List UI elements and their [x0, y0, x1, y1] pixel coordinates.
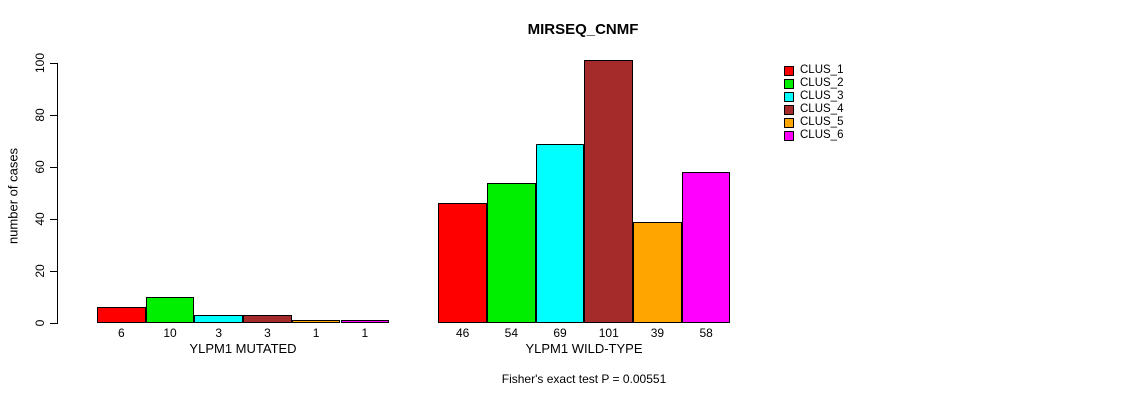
bar-clus_3 [194, 315, 244, 323]
y-axis-tick-label: 0 [33, 319, 47, 327]
y-axis-tick [50, 219, 57, 220]
legend-swatch-icon [784, 91, 794, 102]
bar-value-label: 3 [215, 326, 223, 340]
bar-clus_6 [340, 320, 390, 323]
y-axis-tick-label: 40 [33, 212, 47, 226]
bar-clus_2 [145, 297, 195, 323]
legend: CLUS_1 CLUS_2 CLUS_3 CLUS_4 CLUS_5 CLUS_6 [784, 64, 843, 142]
legend-label: CLUS_2 [800, 77, 844, 89]
bar-value-label: 101 [598, 326, 619, 340]
legend-swatch-icon [784, 78, 794, 89]
chart-title: MIRSEQ_CNMF [527, 21, 639, 38]
legend-item-clus_1: CLUS_1 [784, 64, 843, 77]
legend-swatch-icon [784, 104, 794, 115]
y-axis-tick [50, 271, 57, 272]
bar-value-label: 1 [312, 326, 320, 340]
bar-value-label: 10 [163, 326, 177, 340]
bar-value-label: 69 [553, 326, 567, 340]
bar-clus_5 [291, 320, 341, 323]
legend-item-clus_6: CLUS_6 [784, 129, 843, 142]
bar-clus_6 [681, 172, 731, 323]
bar-clus_4 [584, 60, 634, 323]
bar-value-label: 6 [118, 326, 125, 340]
bar-value-label: 1 [361, 326, 369, 340]
bar-value-label: 46 [455, 326, 470, 340]
group-label-mutated: YLPM1 MUTATED [189, 341, 297, 356]
bar-value-label: 58 [699, 326, 713, 340]
legend-swatch-icon [784, 65, 794, 76]
group-label-wild-type: YLPM1 WILD-TYPE [525, 341, 643, 356]
y-axis-tick [50, 63, 57, 64]
y-axis-tick-label: 100 [33, 52, 47, 74]
legend-item-clus_4: CLUS_4 [784, 103, 843, 116]
bar-clus_4 [243, 315, 292, 323]
legend-label: CLUS_4 [800, 103, 844, 115]
bar-value-label: 54 [504, 326, 519, 340]
fisher-test-note: Fisher's exact test P = 0.00551 [501, 372, 667, 386]
bar-value-label: 3 [264, 326, 271, 340]
bar-clus_1 [97, 307, 146, 323]
legend-item-clus_5: CLUS_5 [784, 116, 843, 129]
y-axis-line [57, 63, 58, 324]
legend-label: CLUS_1 [800, 64, 844, 76]
legend-label: CLUS_5 [800, 116, 844, 128]
legend-swatch-icon [784, 130, 794, 141]
y-axis-tick [50, 167, 57, 168]
y-axis-tick [50, 115, 57, 116]
y-axis-tick-label: 80 [33, 108, 47, 122]
y-axis-tick-label: 60 [33, 160, 47, 174]
bar-clus_5 [633, 221, 682, 323]
bar-clus_2 [487, 182, 536, 323]
y-axis-title: number of cases [5, 147, 21, 245]
bar-clus_1 [438, 203, 487, 323]
bar-value-label: 39 [650, 326, 665, 340]
legend-item-clus_3: CLUS_3 [784, 90, 843, 103]
bar-clus_3 [535, 143, 585, 323]
y-axis-tick [50, 323, 57, 324]
legend-swatch-icon [784, 117, 794, 128]
legend-label: CLUS_3 [800, 90, 844, 102]
y-axis-tick-label: 20 [33, 264, 47, 278]
legend-label: CLUS_6 [800, 129, 844, 141]
legend-item-clus_2: CLUS_2 [784, 77, 843, 90]
